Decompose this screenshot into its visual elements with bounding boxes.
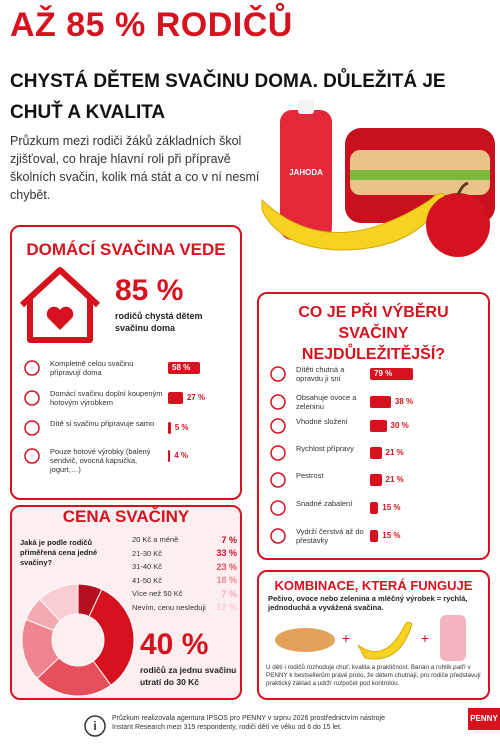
bar	[370, 474, 382, 486]
subtitle: CHYSTÁ DĚTEM SVAČINU DOMA. DŮLEŽITÁ JE C…	[10, 71, 446, 123]
bar	[168, 392, 183, 404]
bar-value: 38 %	[394, 397, 414, 406]
item-label: Dítě si svačinu připravuje samo	[50, 419, 155, 428]
title: AŽ 85 % RODIČŮ	[10, 6, 293, 44]
bar	[168, 450, 171, 462]
item-label: Snadné zabalení	[296, 499, 353, 508]
combo-text: U dětí i rodičů rozhoduje chuť, kvalita …	[266, 664, 481, 687]
legend-value: 18 %	[216, 575, 237, 585]
price-big-caption: rodičů za jednu svačinu utratí do 30 Kč	[140, 665, 237, 687]
home-big-caption: rodičů chystá dětem svačinu doma	[115, 311, 203, 333]
home-big: 85 %	[115, 274, 184, 307]
item-label: Domácí svačinu doplní koupeným hotovým v…	[50, 389, 163, 407]
product-label: JAHODA	[289, 168, 323, 177]
bar	[370, 502, 379, 514]
price-big: 40 %	[140, 628, 209, 661]
combo-title: KOMBINACE, KTERÁ FUNGUJE	[274, 578, 473, 593]
intro: Průzkum mezi rodiči žáků základních škol…	[10, 134, 260, 202]
legend-label: 41-50 Kč	[132, 575, 163, 585]
bar	[370, 447, 382, 459]
bar-value: 58 %	[172, 363, 191, 372]
item-label: Dítěti chutná a opravdu ji sní	[296, 365, 345, 383]
legend-label: 20 Kč a méně	[132, 535, 179, 544]
bar-value: 15 %	[382, 531, 401, 540]
item-label: Rychlost přípravy	[296, 444, 354, 453]
info-i: i	[93, 719, 96, 733]
footer-text: Průzkum realizovala agentura IPSOS pro P…	[112, 715, 385, 731]
legend-value: 7 %	[221, 588, 237, 599]
legend-label: Nevím, cenu nesleduji	[132, 602, 206, 612]
bar-value: 21 %	[385, 475, 404, 484]
sandwich	[350, 150, 490, 195]
bar-value: 79 %	[374, 369, 393, 378]
bar-value: 30 %	[390, 421, 409, 430]
legend-label: 31-40 Kč	[132, 562, 163, 571]
home-title: DOMÁCÍ SVAČINA VEDE	[26, 240, 226, 259]
bar	[370, 368, 414, 380]
bar	[370, 396, 391, 408]
legend-value: 12 %	[216, 602, 237, 612]
price-title: CENA SVAČINY	[62, 507, 190, 526]
legend-value: 23 %	[216, 561, 237, 572]
apple	[426, 193, 490, 257]
banana	[261, 192, 446, 251]
item-label: Vhodné složení	[296, 417, 348, 426]
legend-value: 7 %	[221, 534, 237, 545]
legend-label: 21-30 Kč	[132, 548, 163, 558]
item-label: Obsahuje ovoce a zeleninu	[296, 393, 357, 411]
bar	[168, 362, 200, 374]
item-label: Vydrží čerstvá až do přestávky	[296, 527, 364, 545]
info-icon	[84, 715, 106, 737]
bar	[370, 530, 379, 542]
lunchbox	[345, 128, 495, 223]
item-label: Pestrost	[296, 471, 324, 480]
item-label: Kompletně celou svačinu připravují doma	[50, 359, 134, 377]
legend-value: 33 %	[216, 548, 237, 558]
important-title: CO JE PŘI VÝBĚRU SVAČINY NEJDŮLEŽITĚJŠÍ?	[298, 304, 449, 363]
combo-lead: Pečivo, ovoce nebo zelenina a mléčný výr…	[268, 594, 468, 612]
bar-value: 15 %	[382, 503, 401, 512]
item-label: Pouze hotové výrobky (balený sendvič, ov…	[50, 447, 151, 474]
bar-value: 4 %	[174, 451, 188, 460]
lettuce	[350, 170, 490, 180]
logo: PENNY	[470, 714, 498, 723]
legend-label: Více než 50 Kč	[132, 589, 183, 598]
bar-value: 5 %	[174, 423, 189, 432]
apple-stem	[456, 181, 469, 196]
bar	[370, 420, 387, 432]
bar-value: 21 %	[385, 448, 404, 457]
bar	[168, 422, 171, 434]
price-question: Jaká je podle rodičů přiměřená cena jedn…	[20, 538, 98, 567]
bar-value: 27 %	[186, 393, 206, 402]
